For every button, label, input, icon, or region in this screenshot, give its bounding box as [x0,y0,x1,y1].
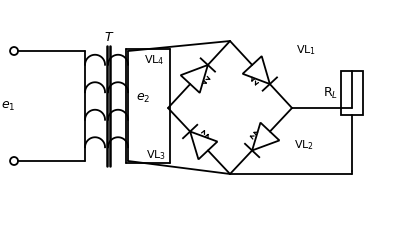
Polygon shape [252,123,279,151]
Text: VL$_4$: VL$_4$ [144,53,164,67]
Text: R$_L$: R$_L$ [323,85,338,101]
Polygon shape [190,131,217,159]
Text: $e_1$: $e_1$ [1,99,15,113]
Polygon shape [243,56,270,84]
Text: VL$_1$: VL$_1$ [296,43,316,57]
Text: T: T [105,31,112,44]
Bar [341,71,363,115]
Polygon shape [181,65,208,93]
Text: $e_2$: $e_2$ [136,92,150,105]
Text: VL$_2$: VL$_2$ [294,138,314,152]
Text: VL$_3$: VL$_3$ [146,148,166,162]
